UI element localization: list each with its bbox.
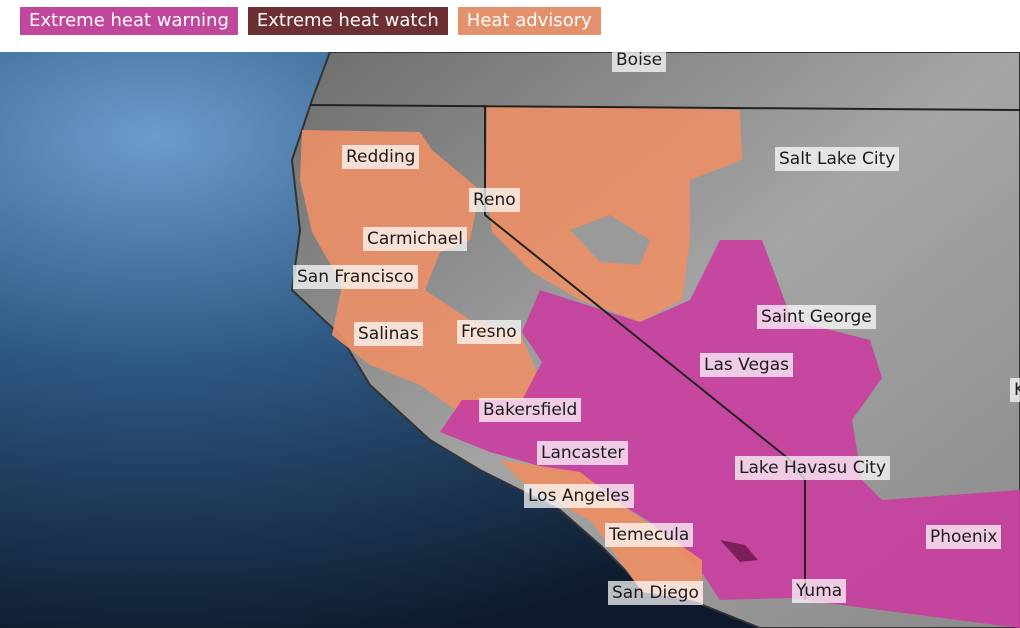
city-label-salinas: Salinas [354,322,423,346]
city-label-reno: Reno [469,188,520,212]
legend-extreme-heat-warning: Extreme heat warning [20,7,238,35]
city-label-carmichael: Carmichael [363,227,467,251]
city-label-lancaster: Lancaster [537,441,629,465]
city-label-boise: Boise [612,48,667,72]
city-label-redding: Redding [342,145,420,169]
excluded-area-nevada [570,215,650,265]
city-label-lake-havasu-city: Lake Havasu City [735,456,891,480]
city-label-phoenix: Phoenix [926,525,1002,549]
heat-advisory-area-california [300,130,540,420]
city-label-las-vegas: Las Vegas [700,353,793,377]
state-border [309,104,1020,111]
legend-heat-advisory: Heat advisory [457,7,601,35]
extreme-heat-warning-area [440,240,1020,628]
city-label-k: K [1010,378,1020,402]
extreme-heat-watch-area [720,540,758,562]
city-label-salt-lake-city: Salt Lake City [775,147,900,171]
city-label-san-francisco: San Francisco [293,265,418,289]
city-label-fresno: Fresno [457,320,521,344]
city-label-saint-george: Saint George [757,305,876,329]
city-label-bakersfield: Bakersfield [479,398,582,422]
legend-extreme-heat-watch: Extreme heat watch [247,7,448,35]
legend: Extreme heat warning Extreme heat watch … [20,7,601,35]
city-label-temecula: Temecula [605,523,694,547]
city-label-san-diego: San Diego [608,581,703,605]
city-label-yuma: Yuma [792,579,847,603]
city-label-los-angeles: Los Angeles [524,484,634,508]
